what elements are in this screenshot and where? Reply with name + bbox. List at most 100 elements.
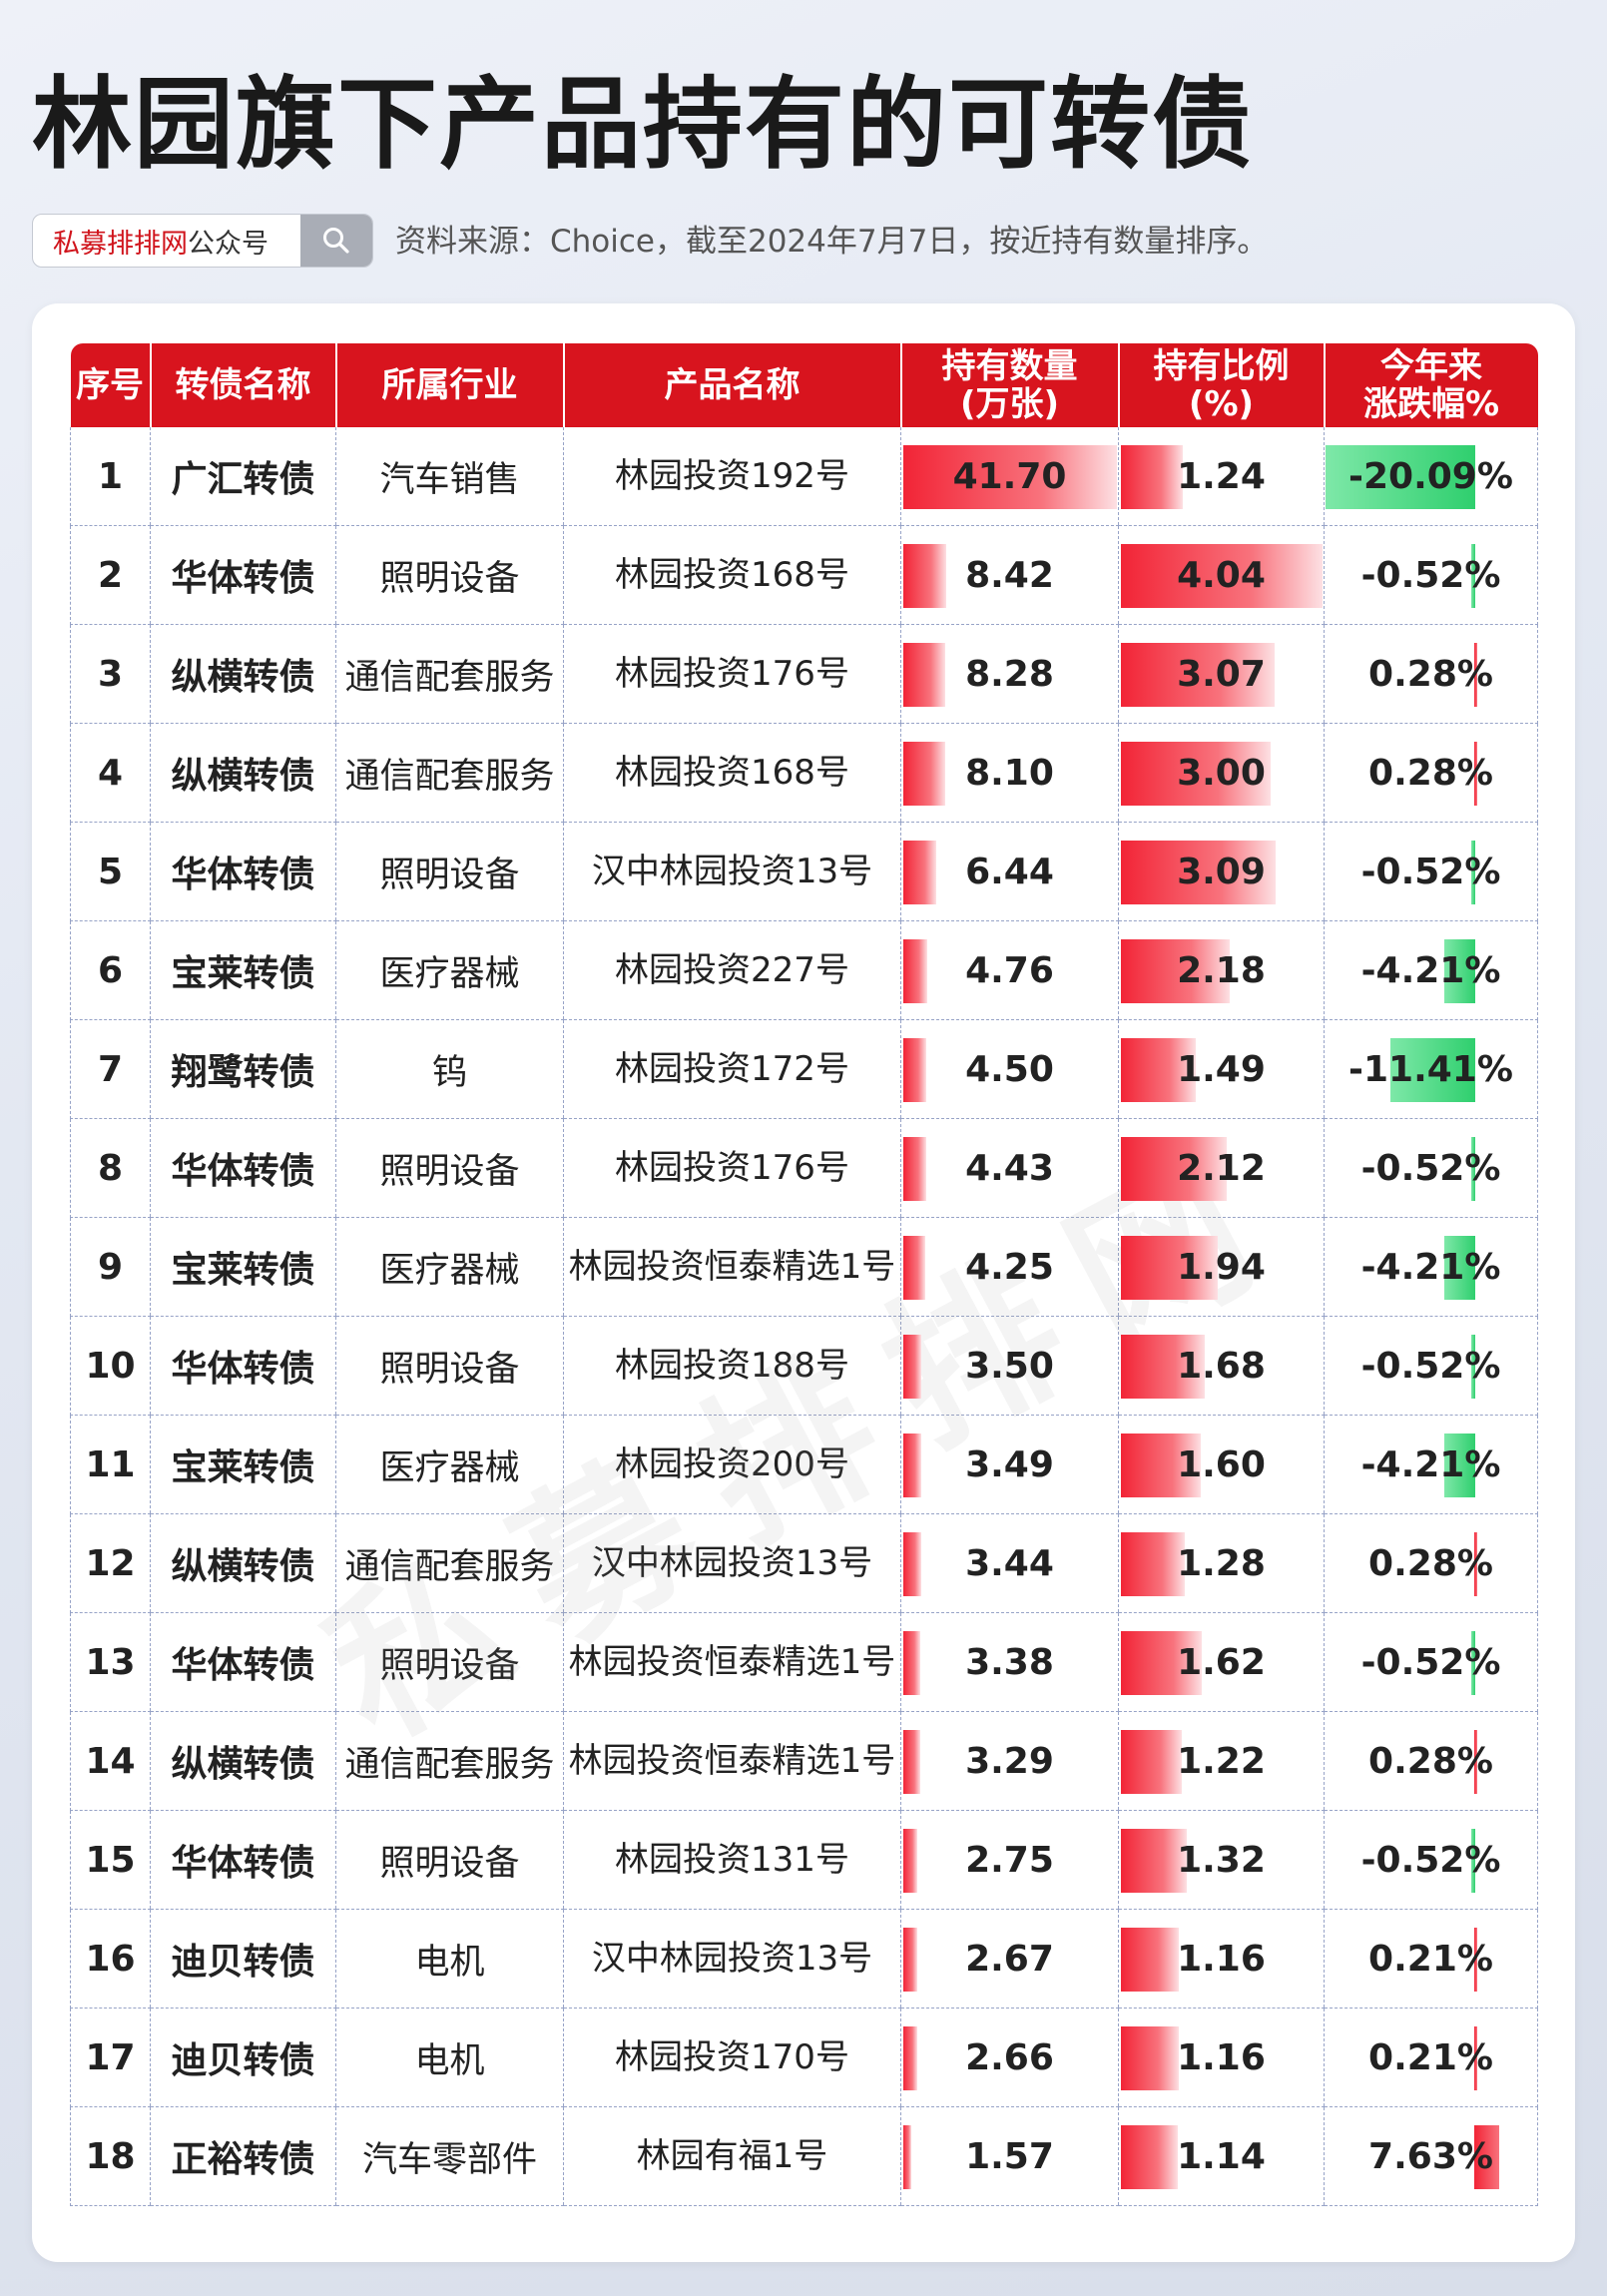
ratio-cell: 1.49: [1118, 1019, 1325, 1119]
row-index-cell: 3: [70, 624, 151, 724]
quantity-cell: 1.57: [900, 2106, 1119, 2206]
ratio-cell: 1.68: [1118, 1316, 1325, 1416]
table-row: 4 纵横转债 通信配套服务 林园投资168号 8.10 3.00 0.28%: [70, 723, 1538, 823]
ratio-bar: [1121, 1730, 1182, 1794]
ratio-cell: 1.14: [1118, 2106, 1325, 2206]
table-row: 11 宝莱转债 医疗器械 林园投资200号 3.49 1.60 -4.21%: [70, 1415, 1538, 1514]
change-cell: -4.21%: [1324, 920, 1538, 1020]
change-cell: -0.52%: [1324, 1118, 1538, 1218]
quantity-cell: 3.50: [900, 1316, 1119, 1416]
ratio-cell: 2.18: [1118, 920, 1325, 1020]
product-cell: 林园投资192号: [563, 427, 901, 526]
change-bar-negative: [1471, 1631, 1475, 1695]
ratio-cell: 1.60: [1118, 1415, 1325, 1514]
quantity-cell: 8.10: [900, 723, 1119, 823]
change-cell: 0.28%: [1324, 723, 1538, 823]
ratio-value: 1.62: [1177, 1641, 1266, 1683]
change-value: -4.21%: [1360, 1443, 1501, 1485]
product-cell: 汉中林园投资13号: [563, 1513, 901, 1613]
ratio-bar: [1121, 643, 1275, 707]
quantity-cell: 8.28: [900, 624, 1119, 724]
product-cell: 林园有福1号: [563, 2106, 901, 2206]
row-index-cell: 1: [70, 427, 151, 526]
table-row: 9 宝莱转债 医疗器械 林园投资恒泰精选1号 4.25 1.94 -4.21%: [70, 1217, 1538, 1317]
row-index-cell: 17: [70, 2008, 151, 2107]
change-value: -0.52%: [1360, 1345, 1501, 1387]
quantity-cell: 2.67: [900, 1909, 1119, 2009]
row-index-cell: 12: [70, 1513, 151, 1613]
bond-name-cell: 华体转债: [150, 1810, 336, 1910]
change-cell: 0.21%: [1324, 1909, 1538, 2009]
search-button[interactable]: [300, 215, 372, 267]
header-quantity-line1: 持有数量: [941, 346, 1078, 386]
search-text[interactable]: 私募排排网 公众号: [33, 215, 300, 267]
change-cell: 0.28%: [1324, 624, 1538, 724]
industry-cell: 医疗器械: [335, 1415, 564, 1514]
change-bar-positive: [1474, 1928, 1477, 1992]
ratio-value: 1.24: [1177, 455, 1266, 497]
header-industry: 所属行业: [334, 343, 564, 427]
table-row: 17 迪贝转债 电机 林园投资170号 2.66 1.16 0.21%: [70, 2008, 1538, 2107]
ratio-value: 1.22: [1177, 1740, 1266, 1782]
change-bar-positive: [1474, 1532, 1477, 1596]
change-cell: -0.52%: [1324, 1612, 1538, 1712]
change-value: 0.28%: [1368, 1542, 1493, 1584]
quantity-value: 2.75: [965, 1839, 1054, 1881]
change-cell: 7.63%: [1324, 2106, 1538, 2206]
change-bar-positive: [1474, 1730, 1477, 1794]
industry-cell: 通信配套服务: [335, 624, 564, 724]
header-change-line1: 今年来: [1380, 346, 1482, 386]
change-cell: -20.09%: [1324, 427, 1538, 526]
table-row: 15 华体转债 照明设备 林园投资131号 2.75 1.32 -0.52%: [70, 1810, 1538, 1910]
quantity-bar: [903, 939, 927, 1003]
ratio-cell: 4.04: [1118, 525, 1325, 625]
ratio-bar: [1121, 1137, 1227, 1201]
ratio-value: 3.00: [1177, 752, 1266, 794]
industry-cell: 照明设备: [335, 525, 564, 625]
change-value: -4.21%: [1360, 949, 1501, 991]
row-index-cell: 5: [70, 822, 151, 921]
quantity-bar: [903, 2125, 911, 2189]
table-row: 7 翔鹭转债钨林园投资172号 4.50 1.49 -11.41%: [70, 1019, 1538, 1119]
change-value: -0.52%: [1360, 1147, 1501, 1189]
change-bar-negative: [1444, 1236, 1475, 1300]
search-box[interactable]: 私募排排网 公众号: [32, 214, 373, 268]
bond-name-cell: 华体转债: [150, 1316, 336, 1416]
row-index-cell: 15: [70, 1810, 151, 1910]
quantity-bar: [903, 1038, 926, 1102]
quantity-value: 3.29: [965, 1740, 1054, 1782]
bond-name-cell: 宝莱转债: [150, 920, 336, 1020]
table-row: 16 迪贝转债 电机 汉中林园投资13号 2.67 1.16 0.21%: [70, 1909, 1538, 2009]
change-value: -4.21%: [1360, 1246, 1501, 1288]
ratio-bar: [1121, 445, 1183, 509]
industry-cell: 通信配套服务: [335, 723, 564, 823]
industry-cell: 医疗器械: [335, 1217, 564, 1317]
change-value: -0.52%: [1360, 851, 1501, 892]
header-product: 产品名称: [562, 343, 901, 427]
ratio-bar: [1121, 1532, 1185, 1596]
table-row: 18 正裕转债 汽车零部件 林园有福1号 1.57 1.14 7.63%: [70, 2106, 1538, 2206]
quantity-bar: [903, 841, 936, 904]
bond-name-cell: 广汇转债: [150, 427, 336, 526]
quantity-bar: [903, 1631, 920, 1695]
quantity-value: 3.49: [965, 1443, 1054, 1485]
product-cell: 林园投资恒泰精选1号: [563, 1612, 901, 1712]
ratio-bar: [1121, 1631, 1202, 1695]
row-index-cell: 16: [70, 1909, 151, 2009]
header-bond-name: 转债名称: [149, 343, 336, 427]
ratio-value: 1.32: [1177, 1839, 1266, 1881]
industry-cell: 电机: [335, 2008, 564, 2107]
quantity-cell: 41.70: [900, 427, 1119, 526]
table-row: 10 华体转债 照明设备 林园投资188号 3.50 1.68 -0.52%: [70, 1316, 1538, 1416]
header-ratio: 持有比例 (%): [1117, 343, 1325, 427]
quantity-value: 8.10: [965, 752, 1054, 794]
quantity-cell: 3.44: [900, 1513, 1119, 1613]
industry-cell: 通信配套服务: [335, 1711, 564, 1811]
ratio-value: 1.14: [1177, 2135, 1266, 2177]
quantity-bar: [903, 1137, 926, 1201]
product-cell: 林园投资恒泰精选1号: [563, 1217, 901, 1317]
bond-name-cell: 迪贝转债: [150, 2008, 336, 2107]
row-index-cell: 7: [70, 1019, 151, 1119]
ratio-value: 2.12: [1177, 1147, 1266, 1189]
bond-name-cell: 华体转债: [150, 822, 336, 921]
